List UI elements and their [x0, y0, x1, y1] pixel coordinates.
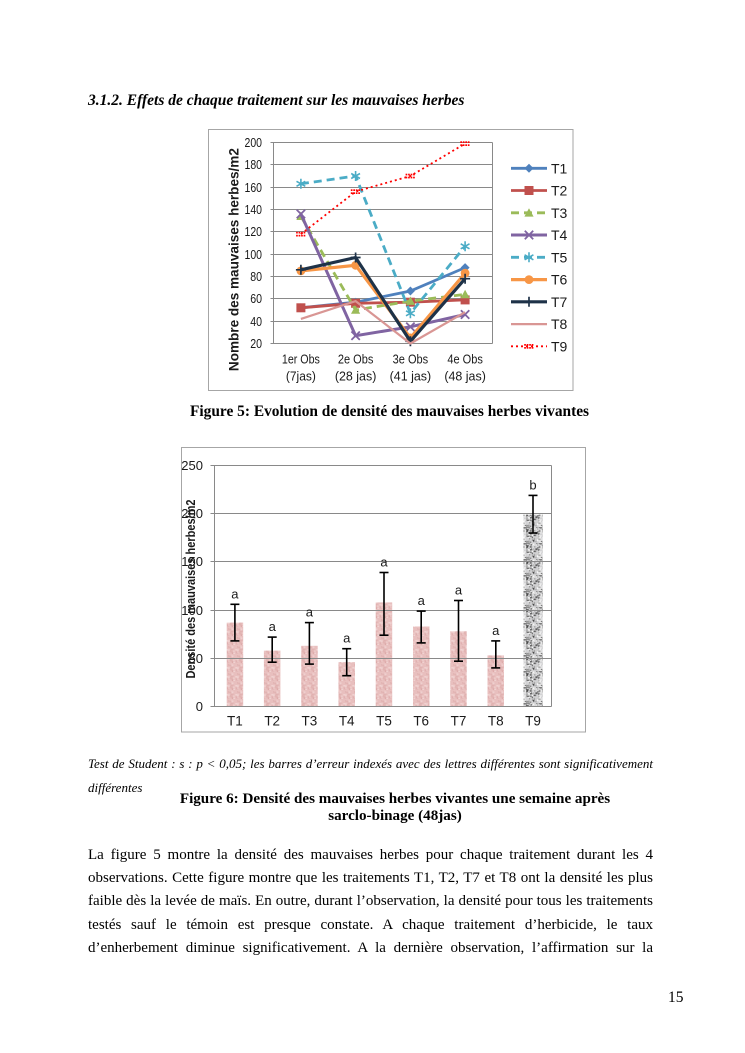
svg-text:T3: T3 — [302, 714, 318, 729]
svg-text:80: 80 — [250, 269, 262, 284]
svg-text:20: 20 — [250, 336, 262, 351]
svg-text:T2: T2 — [551, 183, 568, 199]
svg-text:4e Obs: 4e Obs — [447, 352, 483, 367]
svg-text:b: b — [529, 477, 536, 492]
svg-text:150: 150 — [181, 554, 203, 569]
svg-text:(7jas): (7jas) — [286, 369, 316, 384]
svg-text:T2: T2 — [264, 714, 280, 729]
svg-text:T3: T3 — [551, 205, 568, 221]
svg-text:160: 160 — [245, 180, 263, 195]
svg-text:a: a — [418, 593, 426, 608]
svg-text:200: 200 — [181, 506, 203, 521]
svg-text:T8: T8 — [551, 316, 568, 332]
svg-text:T5: T5 — [551, 249, 568, 265]
svg-text:T6: T6 — [413, 714, 429, 729]
svg-text:2e Obs: 2e Obs — [338, 352, 374, 367]
svg-text:Densité des mauvaises herbes/m: Densité des mauvaises herbes/m2 — [184, 499, 198, 678]
svg-text:a: a — [269, 619, 277, 634]
svg-text:140: 140 — [245, 202, 263, 217]
svg-text:a: a — [492, 623, 500, 638]
svg-text:(41 jas): (41 jas) — [390, 369, 432, 384]
svg-text:(48 jas): (48 jas) — [444, 369, 486, 384]
svg-text:T1: T1 — [551, 160, 568, 176]
svg-text:T7: T7 — [551, 294, 568, 310]
svg-text:T7: T7 — [451, 714, 467, 729]
svg-text:60: 60 — [250, 291, 262, 306]
svg-text:100: 100 — [181, 603, 203, 618]
svg-text:T4: T4 — [551, 227, 568, 243]
svg-text:40: 40 — [250, 314, 262, 329]
svg-text:Nombre des mauvaises herbes/m2: Nombre des mauvaises herbes/m2 — [227, 148, 242, 371]
svg-text:T9: T9 — [551, 338, 568, 354]
svg-text:a: a — [380, 555, 388, 570]
svg-text:0: 0 — [196, 699, 203, 714]
svg-text:250: 250 — [181, 458, 203, 473]
svg-text:T9: T9 — [525, 714, 541, 729]
svg-text:(28 jas): (28 jas) — [335, 369, 377, 384]
svg-text:120: 120 — [245, 224, 263, 239]
svg-text:a: a — [455, 583, 463, 598]
svg-text:T8: T8 — [488, 714, 504, 729]
svg-text:T4: T4 — [339, 714, 355, 729]
svg-text:180: 180 — [245, 157, 263, 172]
svg-text:50: 50 — [189, 651, 203, 666]
svg-text:T1: T1 — [227, 714, 243, 729]
svg-text:a: a — [231, 586, 239, 601]
svg-text:a: a — [306, 605, 314, 620]
svg-text:a: a — [343, 631, 351, 646]
svg-text:200: 200 — [245, 135, 263, 150]
svg-text:1er Obs: 1er Obs — [282, 352, 320, 367]
svg-text:T5: T5 — [376, 714, 392, 729]
svg-text:3e Obs: 3e Obs — [393, 352, 429, 367]
svg-text:100: 100 — [245, 247, 263, 262]
svg-text:T6: T6 — [551, 272, 568, 288]
